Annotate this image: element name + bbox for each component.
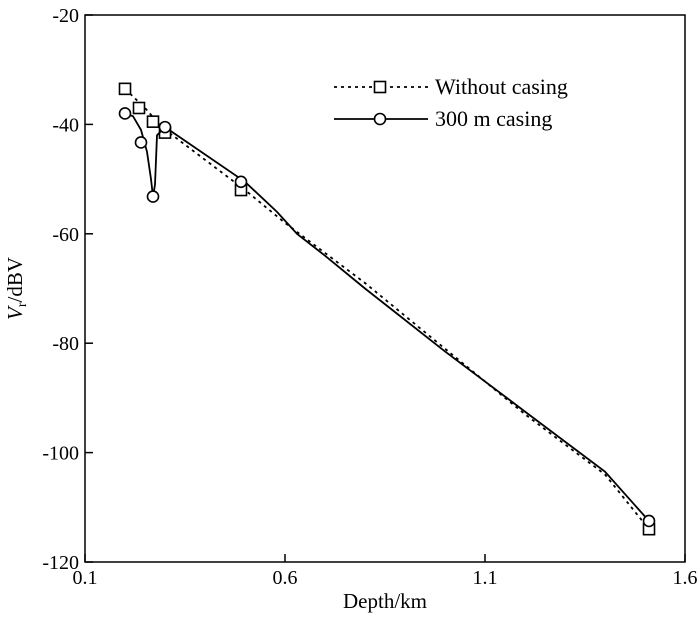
data-point-circle — [118, 107, 132, 120]
legend: Without casing 300 m casing — [334, 74, 568, 131]
ticks: 0.1 0.6 1.1 1.6 -120 -100 -80 -60 -40 -20 — [42, 5, 697, 589]
series-2 — [118, 107, 656, 528]
x-tick-label: 1.6 — [673, 567, 698, 589]
axes — [84, 14, 686, 563]
legend-marker-square — [373, 80, 387, 94]
y-axis-title: Vr/dBV — [3, 257, 30, 320]
y-axis-title-unit: /dBV — [3, 257, 27, 303]
x-tick-label: 0.1 — [73, 567, 98, 589]
y-tick-label: -100 — [42, 443, 79, 465]
x-tick-label: 1.1 — [473, 567, 498, 589]
y-tick-label: -40 — [52, 114, 79, 136]
data-point-circle — [642, 514, 656, 528]
x-axis-title: Depth/km — [343, 589, 427, 613]
y-tick-label: -120 — [42, 552, 79, 574]
y-tick-label: -20 — [52, 5, 79, 27]
plot-frame — [84, 14, 686, 563]
data-point-circle — [146, 190, 160, 203]
x-tick-label: 0.6 — [273, 567, 298, 589]
data-point-square — [146, 115, 160, 128]
y-tick-label: -60 — [52, 224, 79, 246]
y-axis-title-sub: r — [15, 302, 30, 307]
data-point-square — [132, 101, 146, 115]
legend-label: Without casing — [435, 74, 568, 99]
legend-label: 300 m casing — [435, 106, 552, 131]
series-line — [124, 112, 650, 522]
series-line — [124, 88, 650, 530]
data-point-circle — [158, 120, 172, 134]
data-point-square — [118, 82, 132, 96]
data-point-circle — [134, 136, 148, 149]
series-layer — [118, 82, 656, 536]
y-axis-title-main: V — [3, 305, 27, 320]
data-point-circle — [234, 175, 248, 189]
y-tick-label: -80 — [52, 333, 79, 355]
legend-marker-circle — [373, 112, 387, 126]
